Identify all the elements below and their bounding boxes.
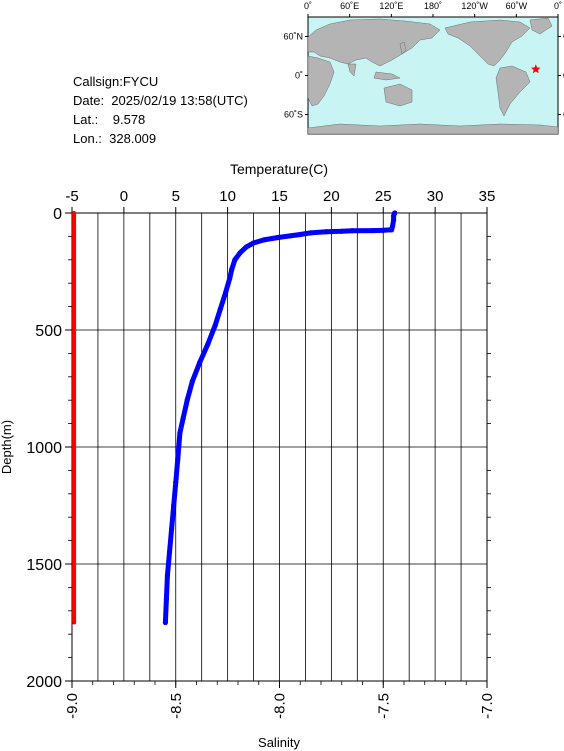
temperature-point xyxy=(169,526,175,532)
temperature-point xyxy=(164,573,171,579)
depth-axis-label: Depth(m) xyxy=(0,420,14,474)
temperature-axis-label: Temperature(C) xyxy=(230,161,328,177)
temperature-point xyxy=(232,257,238,263)
land-africa xyxy=(307,55,335,107)
temperature-point xyxy=(392,210,398,216)
map-lon-label: 180˚ xyxy=(424,1,442,11)
temperature-point xyxy=(297,231,303,238)
temperature-tick-label: 35 xyxy=(479,188,496,205)
map-lat-label: 60˚S xyxy=(284,110,303,120)
temperature-point xyxy=(197,360,203,366)
land-eurasia xyxy=(307,18,441,67)
depth-tick-label: 0 xyxy=(53,206,62,223)
temperature-point xyxy=(184,397,190,403)
temperature-point xyxy=(391,217,397,223)
temperature-tick-label: 0 xyxy=(120,188,128,205)
map-land xyxy=(307,17,559,135)
temperature-point xyxy=(173,479,179,485)
lat-text: Lat.: 9.578 xyxy=(73,112,146,127)
temperature-point xyxy=(237,250,243,256)
map-lon-label: 0˚ xyxy=(554,1,562,11)
temperature-point xyxy=(380,227,386,233)
minor-ticks xyxy=(68,235,491,685)
temperature-point xyxy=(287,233,293,239)
temperature-point xyxy=(389,223,396,229)
temperature-point xyxy=(171,502,177,509)
temperature-point xyxy=(177,430,183,436)
temperature-tick-label: 30 xyxy=(427,188,444,205)
callsign-text: Callsign:FYCU xyxy=(73,74,159,89)
temperature-point xyxy=(205,341,211,347)
temperature-point xyxy=(274,234,281,241)
land-australia xyxy=(383,83,413,107)
temperature-tick-label: 25 xyxy=(375,188,392,205)
temperature-point xyxy=(229,266,235,272)
map-lat-label: 60˚N xyxy=(283,32,303,42)
salinity-tick-label: -9.0 xyxy=(64,693,81,719)
temperature-tick-label: -5 xyxy=(65,188,78,205)
temperature-point xyxy=(217,306,223,312)
temperature-point xyxy=(227,275,233,282)
salinity-tick-label: -7.0 xyxy=(479,693,496,719)
temperature-point xyxy=(388,227,395,233)
temperature-point xyxy=(308,230,314,236)
land-indonesia xyxy=(373,71,401,81)
station-star-icon xyxy=(531,64,541,74)
land-india xyxy=(347,63,357,77)
station-info: Callsign:FYCU Date: 2025/02/19 13:58(UTC… xyxy=(73,72,248,148)
land-antarctica xyxy=(307,123,559,135)
temperature-point xyxy=(261,237,267,243)
plot-grid xyxy=(71,212,488,682)
series-layer xyxy=(72,210,398,626)
temperature-point xyxy=(212,322,218,328)
map-lon-label: 120˚E xyxy=(379,1,403,11)
map-lon-label: 60˚E xyxy=(340,1,359,11)
temperature-point xyxy=(391,213,397,219)
map-lon-label: 0˚ xyxy=(304,1,312,11)
temperature-point xyxy=(166,549,173,555)
date-text: Date: 2025/02/19 13:58(UTC) xyxy=(73,93,248,108)
temperature-tick-label: 10 xyxy=(219,188,236,205)
station-marker xyxy=(531,64,541,74)
temperature-point xyxy=(163,596,170,602)
salinity-axis: -9.0 -8.5 -8.0 -7.5 -7.0 xyxy=(64,681,496,719)
plot-frame xyxy=(71,212,488,682)
depth-tick-label: 2000 xyxy=(26,674,62,691)
depth-tick-label: 1500 xyxy=(26,557,62,574)
temperature-point xyxy=(222,289,229,296)
temperature-profile-line xyxy=(162,210,398,625)
land-south-america xyxy=(495,65,531,117)
temperature-point xyxy=(175,456,181,462)
lon-text: Lon.: 328.009 xyxy=(73,131,157,146)
temperature-point xyxy=(323,229,329,235)
temperature-point xyxy=(180,416,186,422)
temperature-point xyxy=(349,228,355,234)
temperature-tick-label: 5 xyxy=(172,188,180,205)
depth-axis: 0 500 1000 1500 2000 xyxy=(26,206,72,691)
salinity-tick-label: -8.5 xyxy=(168,693,185,719)
temperature-point xyxy=(189,378,195,385)
land-greenland xyxy=(529,17,553,35)
temperature-tick-label: 15 xyxy=(271,188,288,205)
salinity-tick-label: -7.5 xyxy=(375,693,392,719)
land-japan xyxy=(399,41,407,55)
temperature-point xyxy=(162,619,168,626)
depth-tick-label: 1000 xyxy=(26,440,62,457)
salinity-axis-label: Salinity xyxy=(258,735,300,750)
temperature-point xyxy=(370,227,376,234)
depth-tick-label: 500 xyxy=(35,323,62,340)
temperature-point xyxy=(339,228,345,234)
temperature-point xyxy=(243,244,249,250)
land-north-america xyxy=(444,19,531,67)
map-lon-label: 120˚W xyxy=(461,1,488,11)
temperature-point xyxy=(250,240,257,246)
temperature-tick-label: 20 xyxy=(323,188,340,205)
map-top-ticks: 0˚ 60˚E 120˚E 180˚ 120˚W 60˚W 0˚ xyxy=(304,1,562,17)
map-lon-label: 60˚W xyxy=(506,1,528,11)
map-lat-label: 0˚ xyxy=(295,71,303,81)
salinity-tick-label: -8.0 xyxy=(272,693,289,719)
temperature-axis: -5 0 5 10 15 20 25 30 35 xyxy=(65,188,495,213)
